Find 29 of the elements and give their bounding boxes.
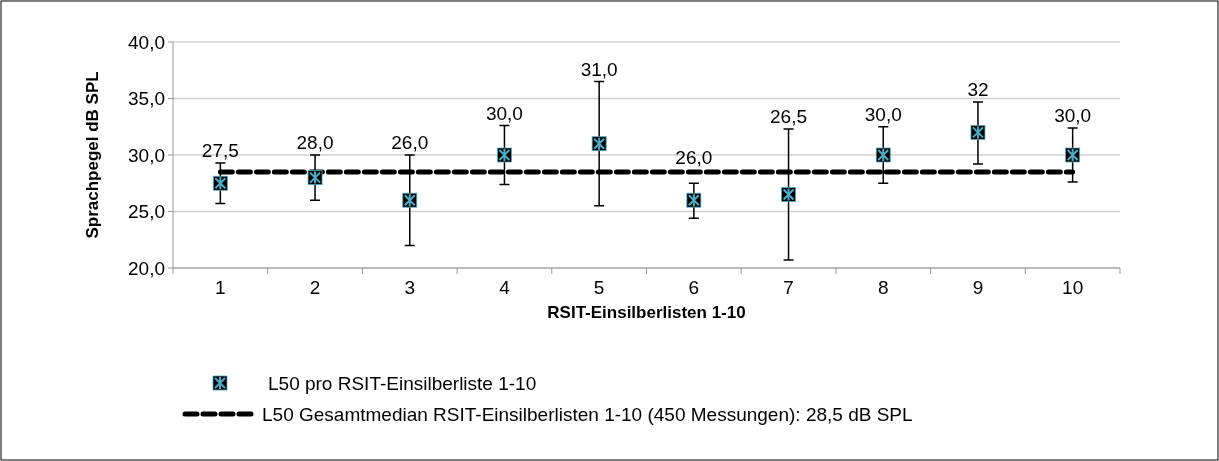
data-label: 30,0 [485, 102, 523, 124]
data-label: 30,0 [864, 103, 902, 125]
x-axis-title: RSIT-Einsilberlisten 1-10 [547, 303, 746, 322]
y-tick-label: 20,0 [128, 257, 165, 279]
x-tick-label: 6 [688, 277, 700, 298]
data-label: 26,0 [391, 132, 429, 153]
data-label: 32 [967, 78, 989, 100]
y-axis-title: Sprachpegel dB SPL [83, 71, 102, 239]
x-tick-label: 4 [499, 277, 511, 298]
data-label: 26,0 [675, 146, 713, 168]
x-tick-label: 7 [783, 277, 794, 298]
data-label: 27,5 [201, 139, 239, 161]
data-label: 30,0 [1054, 104, 1092, 126]
y-tick-label: 30,0 [128, 144, 165, 166]
legend-label: L50 Gesamtmedian RSIT-Einsilberlisten 1-10 (450 Messungen): 28,5 dB SPL [262, 403, 913, 425]
legend-label: L50 pro RSIT-Einsilberliste 1-10 [268, 372, 537, 394]
x-tick-label: 2 [309, 277, 321, 298]
x-tick-label: 9 [972, 277, 984, 298]
data-label: 31,0 [580, 58, 618, 80]
y-tick-label: 40,0 [128, 31, 165, 53]
x-tick-label: 10 [1062, 277, 1084, 298]
x-tick-label: 8 [877, 277, 889, 298]
x-tick-label: 3 [404, 277, 416, 298]
x-tick-label: 1 [215, 277, 226, 298]
data-label: 28,0 [296, 132, 334, 153]
data-label: 26,5 [770, 106, 808, 128]
x-tick-label: 5 [593, 277, 605, 298]
y-tick-label: 35,0 [128, 88, 165, 110]
y-tick-label: 25,0 [128, 201, 165, 223]
